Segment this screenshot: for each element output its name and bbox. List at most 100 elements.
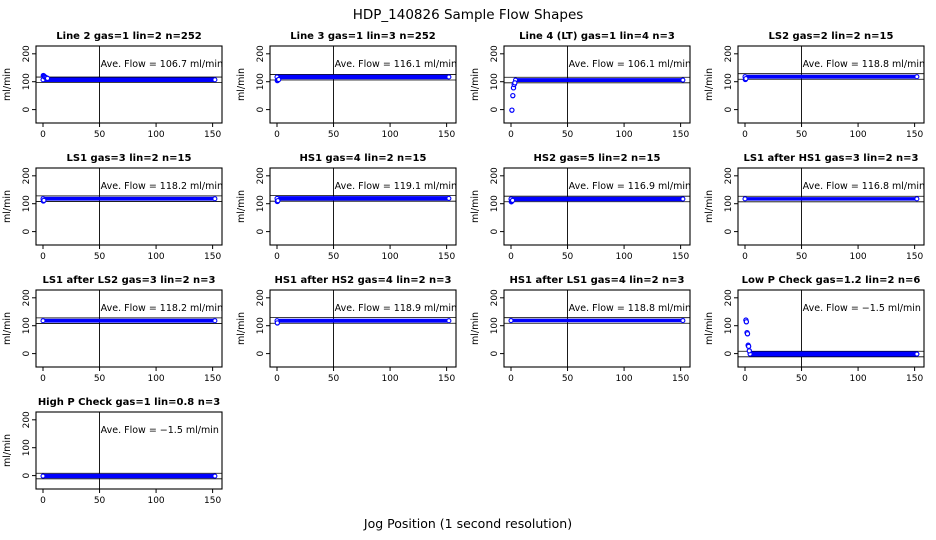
x-tick-label: 0 xyxy=(508,252,514,262)
y-axis-label: ml/min xyxy=(2,190,13,223)
x-tick-label: 100 xyxy=(849,252,866,262)
ave-flow-label: Ave. Flow = 118.9 ml/min xyxy=(335,303,457,314)
subplot-cell-5: LS1 gas=3 lin=2 n=15 ml/min 0 50 100 150 0 100 2… xyxy=(0,146,234,268)
x-tick-label: 100 xyxy=(615,374,632,384)
subplot-title: HS1 after HS2 gas=4 lin=2 n=3 xyxy=(274,275,451,286)
y-tick-label: 200 xyxy=(22,411,32,428)
y-tick-label: 200 xyxy=(724,45,734,62)
x-tick-label: 100 xyxy=(849,374,866,384)
y-axis-label: ml/min xyxy=(236,68,247,101)
y-tick-label: 0 xyxy=(724,228,734,234)
x-tick-label: 150 xyxy=(672,130,689,140)
y-tick-label: 100 xyxy=(490,195,500,212)
ave-flow-label: Ave. Flow = 118.2 ml/min xyxy=(101,303,223,314)
subplot-title: LS2 gas=2 lin=2 n=15 xyxy=(769,31,894,42)
x-tick-label: 0 xyxy=(742,252,748,262)
x-tick-label: 150 xyxy=(204,252,221,262)
data-point xyxy=(744,331,751,337)
x-tick-label: 100 xyxy=(147,374,164,384)
y-axis-label: ml/min xyxy=(704,68,715,101)
subplot-title: LS1 after LS2 gas=3 lin=2 n=3 xyxy=(42,275,215,286)
subplot-svg: HS1 after LS1 gas=4 lin=2 n=3 ml/min 0 50 10… xyxy=(470,275,691,384)
x-tick-label: 150 xyxy=(906,130,923,140)
subplot-cell-7: HS2 gas=5 lin=2 n=15 ml/min 0 50 100 150 0 100 2… xyxy=(468,146,702,268)
data-point xyxy=(914,74,920,80)
y-tick-label: 100 xyxy=(724,73,734,90)
data-point xyxy=(680,317,686,324)
subplot-cell-3: Line 4 (LT) gas=1 lin=4 n=3 ml/min 0 50 100 1… xyxy=(468,24,702,146)
x-tick-label: 150 xyxy=(438,374,455,384)
y-axis-label: ml/min xyxy=(704,190,715,223)
x-tick-label: 0 xyxy=(274,374,280,384)
subplot-cell-1: Line 2 gas=1 lin=2 n=252 ml/min 0 50 100 150 0… xyxy=(0,24,234,146)
plot-box xyxy=(269,289,457,368)
y-tick-label: 0 xyxy=(490,350,500,356)
x-tick-label: 100 xyxy=(147,252,164,262)
subplot-svg: High P Check gas=1 lin=0.8 n=3 ml/min 0 50 1… xyxy=(2,397,223,506)
x-tick-label: 50 xyxy=(562,130,574,140)
y-axis-label: ml/min xyxy=(236,190,247,223)
y-tick-label: 100 xyxy=(22,439,32,456)
y-tick-label: 0 xyxy=(22,350,32,356)
x-tick-label: 150 xyxy=(204,374,221,384)
y-tick-label: 200 xyxy=(724,167,734,184)
x-tick-label: 50 xyxy=(328,374,340,384)
ave-flow-label: Ave. Flow = −1.5 ml/min xyxy=(803,303,921,314)
y-axis-label: ml/min xyxy=(2,68,13,101)
subplot-title: Line 4 (LT) gas=1 lin=4 n=3 xyxy=(519,31,675,42)
ave-flow-label: Ave. Flow = 106.1 ml/min xyxy=(569,59,691,70)
ave-flow-label: Ave. Flow = 116.8 ml/min xyxy=(803,181,925,192)
x-tick-label: 50 xyxy=(796,374,808,384)
subplot-svg: LS1 after LS2 gas=3 lin=2 n=3 ml/min 0 50 10… xyxy=(2,275,223,384)
plot-box xyxy=(737,289,925,368)
data-point xyxy=(746,348,753,354)
y-tick-label: 200 xyxy=(724,289,734,306)
plot-box xyxy=(35,411,223,490)
y-tick-label: 100 xyxy=(490,73,500,90)
x-tick-label: 50 xyxy=(94,496,106,506)
y-tick-label: 200 xyxy=(256,289,266,306)
y-tick-label: 200 xyxy=(490,45,500,62)
x-tick-label: 0 xyxy=(274,130,280,140)
y-axis-label: ml/min xyxy=(470,190,481,223)
x-tick-label: 150 xyxy=(204,496,221,506)
y-tick-label: 0 xyxy=(490,106,500,112)
data-point xyxy=(41,197,47,204)
x-tick-label: 100 xyxy=(615,130,632,140)
x-tick-label: 100 xyxy=(615,252,632,262)
ave-flow-label: Ave. Flow = 116.9 ml/min xyxy=(569,181,691,192)
subplot-title: HS1 after LS1 gas=4 lin=2 n=3 xyxy=(509,275,684,286)
x-tick-label: 150 xyxy=(672,252,689,262)
data-point xyxy=(446,318,452,324)
x-tick-label: 150 xyxy=(438,252,455,262)
data-point xyxy=(212,473,218,479)
subplot-svg: Line 4 (LT) gas=1 lin=4 n=3 ml/min 0 50 100 1… xyxy=(470,31,691,140)
data-point xyxy=(274,320,281,326)
data-point xyxy=(40,318,46,324)
subplot-svg: Line 2 gas=1 lin=2 n=252 ml/min 0 50 100 150 0… xyxy=(2,31,223,140)
x-tick-label: 150 xyxy=(438,130,455,140)
plot-box xyxy=(269,167,457,246)
ave-flow-label: Ave. Flow = 118.2 ml/min xyxy=(101,181,223,192)
y-tick-label: 0 xyxy=(724,350,734,356)
data-point xyxy=(742,196,748,202)
x-axis-title: Jog Position (1 second resolution) xyxy=(363,516,573,531)
subplot-title: Line 2 gas=1 lin=2 n=252 xyxy=(56,31,202,42)
ave-flow-label: Ave. Flow = 118.8 ml/min xyxy=(803,59,925,70)
subplot-title: LS1 after HS1 gas=3 lin=2 n=3 xyxy=(743,153,918,164)
data-point xyxy=(914,351,920,357)
x-tick-label: 0 xyxy=(40,496,46,506)
data-point xyxy=(512,80,518,86)
y-tick-label: 0 xyxy=(256,350,266,356)
data-point xyxy=(680,196,686,202)
subplot-svg: Low P Check gas=1.2 lin=2 n=6 ml/min 0 50 10… xyxy=(704,275,925,384)
y-tick-label: 100 xyxy=(256,73,266,90)
y-tick-label: 0 xyxy=(22,228,32,234)
plot-box xyxy=(737,45,925,124)
data-point xyxy=(508,317,514,324)
subplot-svg: HS1 after HS2 gas=4 lin=2 n=3 ml/min 0 50 10… xyxy=(236,275,457,384)
subplot-cell-9: LS1 after LS2 gas=3 lin=2 n=3 ml/min 0 50 10… xyxy=(0,268,234,390)
y-tick-label: 100 xyxy=(22,73,32,90)
subplot-svg: HS1 gas=4 lin=2 n=15 ml/min 0 50 100 150 0 100 2… xyxy=(236,153,457,262)
y-tick-label: 100 xyxy=(490,317,500,334)
